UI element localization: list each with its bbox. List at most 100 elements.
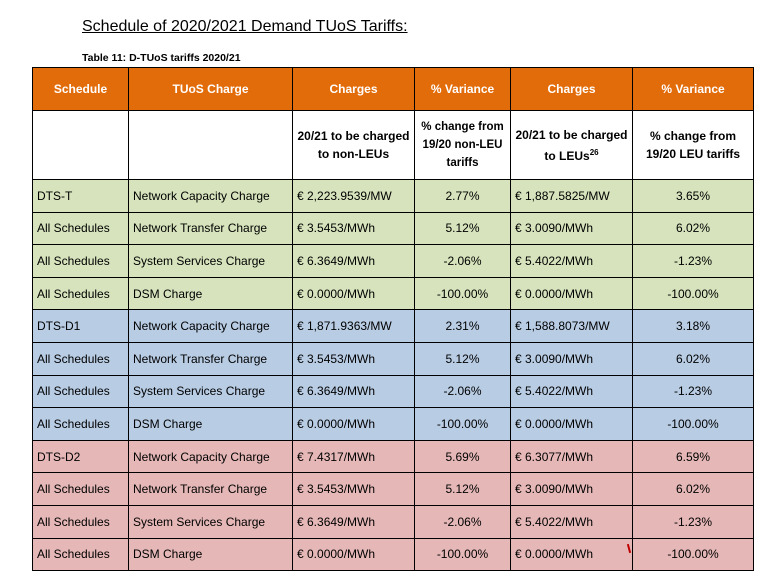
cell-nonleu-charge: € 6.3649/MWh	[292, 504, 415, 539]
header-tuos-charge: TUoS Charge	[128, 67, 293, 111]
cell-schedule: All Schedules	[32, 504, 129, 539]
cell-nonleu-charge: € 7.4317/MWh	[292, 439, 415, 474]
cell-nonleu-variance: 5.12%	[414, 341, 511, 376]
cell-nonleu-charge: € 3.5453/MWh	[292, 341, 415, 376]
cell-nonleu-charge: € 0.0000/MWh	[292, 407, 415, 441]
cell-leu-variance: -1.23%	[632, 374, 754, 409]
footnote-marker: 26	[589, 147, 599, 157]
table-row: All Schedules Network Transfer Charge € 3.…	[32, 341, 754, 376]
cell-nonleu-variance: -100.00%	[414, 407, 511, 441]
table-subheader-row: 20/21 to be charged to non-LEUs % change…	[32, 110, 754, 180]
cell-leu-variance: -1.23%	[632, 504, 754, 539]
table-row: All Schedules System Services Charge € 6.3…	[32, 504, 754, 539]
cell-nonleu-variance: -100.00%	[414, 276, 511, 311]
cell-leu-variance: 3.65%	[632, 179, 754, 213]
table-row: All Schedules DSM Charge € 0.0000/MWh -100.…	[32, 407, 754, 441]
cell-leu-charge: € 3.0090/MWh	[510, 472, 633, 506]
cell-schedule: All Schedules	[32, 472, 129, 506]
cell-nonleu-variance: 2.77%	[414, 179, 511, 213]
cell-nonleu-charge: € 0.0000/MWh	[292, 537, 415, 572]
cell-leu-charge: € 1,887.5825/MW	[510, 179, 633, 213]
cell-tuos-charge: System Services Charge	[128, 244, 293, 278]
cell-leu-variance: -100.00%	[632, 537, 754, 572]
cell-leu-variance: 6.02%	[632, 472, 754, 506]
subheader-leu-text: 20/21 to be charged to LEUs	[515, 127, 628, 163]
cell-tuos-charge: Network Capacity Charge	[128, 309, 293, 343]
table-caption: Table 11: D-TUoS tariffs 2020/21	[82, 52, 241, 64]
cell-schedule: All Schedules	[32, 537, 129, 572]
table-row: All Schedules Network Transfer Charge € 3.…	[32, 211, 754, 246]
cell-leu-charge: € 1,588.8073/MW	[510, 309, 633, 343]
cell-leu-variance: 3.18%	[632, 309, 754, 343]
cell-leu-variance: -1.23%	[632, 244, 754, 278]
cell-tuos-charge: DSM Charge	[128, 276, 293, 311]
cell-nonleu-variance: -2.06%	[414, 504, 511, 539]
cell-leu-charge: € 3.0090/MWh	[510, 211, 633, 246]
cell-schedule: All Schedules	[32, 341, 129, 376]
cell-leu-charge: € 0.0000/MWh	[510, 276, 633, 311]
cell-nonleu-charge: € 3.5453/MWh	[292, 472, 415, 506]
header-variance-nonleu: % Variance	[414, 67, 511, 111]
cell-tuos-charge: DSM Charge	[128, 407, 293, 441]
cell-leu-variance: -100.00%	[632, 276, 754, 311]
cell-leu-charge: € 5.4022/MWh	[510, 504, 633, 539]
cell-nonleu-variance: -100.00%	[414, 537, 511, 572]
cell-nonleu-variance: -2.06%	[414, 244, 511, 278]
cell-tuos-charge: DSM Charge	[128, 537, 293, 572]
cell-schedule: DTS-D2	[32, 439, 129, 474]
cell-nonleu-variance: -2.06%	[414, 374, 511, 409]
cell-tuos-charge: System Services Charge	[128, 504, 293, 539]
subheader-empty-2	[128, 110, 293, 180]
header-variance-leu: % Variance	[632, 67, 754, 111]
cell-leu-variance: 6.02%	[632, 211, 754, 246]
cell-schedule: All Schedules	[32, 244, 129, 278]
cell-leu-charge: € 0.0000/MWh	[510, 537, 633, 572]
cell-nonleu-charge: € 0.0000/MWh	[292, 276, 415, 311]
subheader-nonleu-variance: % change from 19/20 non-LEU tariffs	[414, 110, 511, 180]
cell-nonleu-variance: 2.31%	[414, 309, 511, 343]
table-row: DTS-T Network Capacity Charge € 2,223.9539…	[32, 179, 754, 213]
cell-schedule: All Schedules	[32, 374, 129, 409]
cell-tuos-charge: Network Transfer Charge	[128, 211, 293, 246]
subheader-leu-charges: 20/21 to be charged to LEUs26	[510, 110, 633, 180]
cell-leu-charge: € 6.3077/MWh	[510, 439, 633, 474]
cell-nonleu-charge: € 6.3649/MWh	[292, 244, 415, 278]
table-row: DTS-D1 Network Capacity Charge € 1,871.936…	[32, 309, 754, 343]
table-row: All Schedules System Services Charge € 6.3…	[32, 244, 754, 278]
page-heading: Schedule of 2020/2021 Demand TUoS Tariff…	[82, 18, 408, 35]
cell-tuos-charge: System Services Charge	[128, 374, 293, 409]
cell-leu-charge: € 0.0000/MWh	[510, 407, 633, 441]
cell-tuos-charge: Network Capacity Charge	[128, 179, 293, 213]
table-row: All Schedules DSM Charge € 0.0000/MWh -100.…	[32, 537, 754, 572]
cell-schedule: All Schedules	[32, 407, 129, 441]
cell-leu-charge: € 3.0090/MWh	[510, 341, 633, 376]
header-schedule: Schedule	[32, 67, 129, 111]
cell-tuos-charge: Network Transfer Charge	[128, 341, 293, 376]
cell-schedule: All Schedules	[32, 211, 129, 246]
cell-tuos-charge: Network Capacity Charge	[128, 439, 293, 474]
cell-nonleu-variance: 5.12%	[414, 211, 511, 246]
cell-nonleu-variance: 5.69%	[414, 439, 511, 474]
cell-leu-charge: € 5.4022/MWh	[510, 374, 633, 409]
table-row: DTS-D2 Network Capacity Charge € 7.4317/MW…	[32, 439, 754, 474]
tariff-table: Schedule TUoS Charge Charges % Variance …	[32, 67, 754, 572]
cell-nonleu-charge: € 3.5453/MWh	[292, 211, 415, 246]
header-charges-nonleu: Charges	[292, 67, 415, 111]
cell-schedule: All Schedules	[32, 276, 129, 311]
subheader-leu-variance: % change from 19/20 LEU tariffs	[632, 110, 754, 180]
cell-nonleu-charge: € 6.3649/MWh	[292, 374, 415, 409]
cell-nonleu-charge: € 1,871.9363/MW	[292, 309, 415, 343]
cell-leu-variance: 6.02%	[632, 341, 754, 376]
subheader-nonleu-charges: 20/21 to be charged to non-LEUs	[292, 110, 415, 180]
header-charges-leu: Charges	[510, 67, 633, 111]
table-row: All Schedules DSM Charge € 0.0000/MWh -100.…	[32, 276, 754, 311]
cell-nonleu-charge: € 2,223.9539/MW	[292, 179, 415, 213]
cell-schedule: DTS-D1	[32, 309, 129, 343]
cell-tuos-charge: Network Transfer Charge	[128, 472, 293, 506]
table-row: All Schedules Network Transfer Charge € 3.…	[32, 472, 754, 506]
cell-nonleu-variance: 5.12%	[414, 472, 511, 506]
cell-schedule: DTS-T	[32, 179, 129, 213]
subheader-empty-1	[32, 110, 129, 180]
cell-leu-variance: 6.59%	[632, 439, 754, 474]
cell-leu-variance: -100.00%	[632, 407, 754, 441]
